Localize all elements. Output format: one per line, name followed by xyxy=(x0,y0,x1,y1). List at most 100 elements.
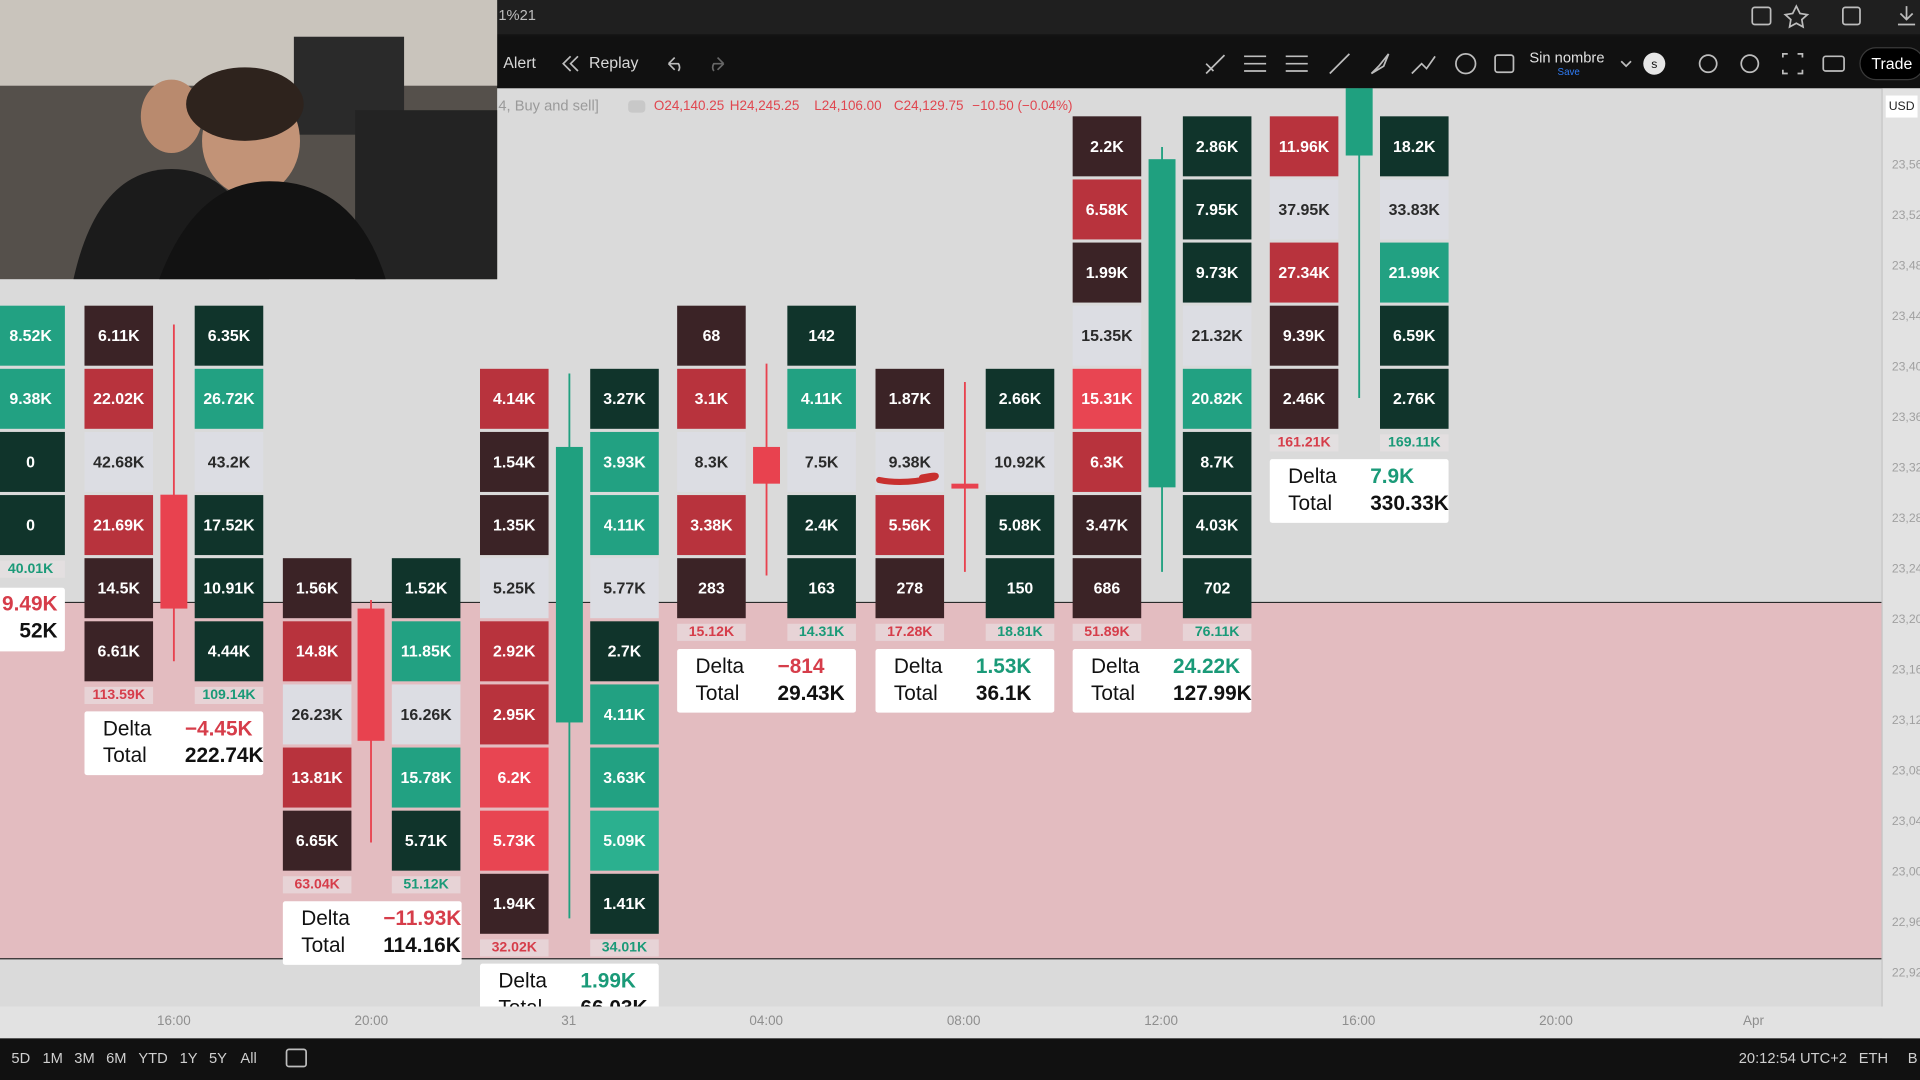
column-footer-bg xyxy=(985,623,1055,641)
settings-icon[interactable] xyxy=(1740,54,1760,74)
cell-volume: 4.14K xyxy=(493,391,536,408)
currency-badge[interactable] xyxy=(1885,95,1918,118)
range-button[interactable]: 5Y xyxy=(209,1051,227,1067)
price-label: 23,08 xyxy=(1892,764,1920,778)
cell-volume: 2.66K xyxy=(999,391,1042,408)
cell-volume: 6.2K xyxy=(497,770,531,787)
line-tool-icon[interactable] xyxy=(1329,53,1350,75)
bottom-extra[interactable]: B xyxy=(1908,1051,1918,1067)
layout-name[interactable]: Sin nombre xyxy=(1529,51,1604,67)
cell-volume: 142 xyxy=(808,328,835,345)
fib-tool-icon[interactable] xyxy=(1244,55,1267,72)
column-footer-bg xyxy=(1072,623,1142,641)
range-button[interactable]: 3M xyxy=(74,1051,94,1067)
column-footer-bg xyxy=(282,876,352,894)
cell-volume: 11.85K xyxy=(401,644,452,661)
range-button[interactable]: All xyxy=(240,1051,256,1067)
column-footer-bg xyxy=(480,939,549,957)
footprint-cell xyxy=(1380,368,1449,429)
cell-volume: 7.95K xyxy=(1196,202,1239,219)
delta-box xyxy=(84,711,264,776)
fullscreen-icon[interactable] xyxy=(1782,53,1804,75)
channel-tool-icon[interactable] xyxy=(1285,55,1308,72)
layout-menu-icon[interactable] xyxy=(1620,60,1632,68)
webcam-overlay xyxy=(0,0,498,280)
draw-tool-icon[interactable] xyxy=(1205,54,1226,75)
footprint-cell xyxy=(1072,558,1142,619)
footprint-cell xyxy=(787,558,856,619)
range-button[interactable]: 1Y xyxy=(180,1051,198,1067)
download-icon[interactable] xyxy=(1897,6,1916,26)
cell-volume: 8.52K xyxy=(9,328,52,345)
cell-volume: 2.76K xyxy=(1393,391,1436,408)
cell-volume: 27.34K xyxy=(1278,265,1330,282)
delta-value: 7.9K xyxy=(1370,465,1414,488)
cell-volume: 5.09K xyxy=(603,833,646,850)
cell-volume: 1.35K xyxy=(493,517,536,534)
alert-button[interactable]: Alert xyxy=(503,55,536,72)
time-label: 16:00 xyxy=(157,1013,191,1028)
cell-volume: 14.8K xyxy=(296,644,339,661)
replay-button[interactable]: Replay xyxy=(589,55,639,72)
measure-icon[interactable] xyxy=(1455,53,1477,75)
footprint-cell xyxy=(1380,116,1449,177)
footprint-cell xyxy=(1182,368,1252,429)
path-tool-icon[interactable] xyxy=(1411,55,1436,75)
legend-eye[interactable] xyxy=(628,100,646,113)
redo-icon[interactable] xyxy=(711,56,725,72)
cell-volume: 2.4K xyxy=(805,517,839,534)
session[interactable]: ETH xyxy=(1859,1051,1888,1067)
user-initial: s xyxy=(1651,57,1657,71)
bookmark-icon[interactable] xyxy=(1783,4,1810,29)
price-label: 23,04 xyxy=(1892,814,1920,828)
cell-volume: 21.99K xyxy=(1389,265,1441,282)
range-button[interactable]: YTD xyxy=(138,1051,167,1067)
cell-volume: 5.25K xyxy=(493,581,536,598)
footprint-cell xyxy=(282,621,352,682)
alerts-icon[interactable] xyxy=(1698,54,1718,74)
layout-icon[interactable] xyxy=(1494,54,1515,74)
column-total: 15.12K xyxy=(689,623,735,639)
cell-volume: 5.08K xyxy=(999,517,1042,534)
footprint-cell xyxy=(194,495,264,556)
replay-icon[interactable] xyxy=(562,55,579,72)
cell-volume: 5.73K xyxy=(493,833,536,850)
footprint-cell xyxy=(1072,368,1142,429)
range-button[interactable]: 5D xyxy=(11,1051,30,1067)
footprint-cell xyxy=(1269,242,1339,303)
column-total: 161.21K xyxy=(1277,434,1331,450)
footprint-cell xyxy=(985,431,1055,492)
user-avatar[interactable] xyxy=(1643,52,1666,75)
total-label: Total xyxy=(498,996,542,1019)
cell-volume: 1.94K xyxy=(493,896,536,913)
brush-tool-icon[interactable] xyxy=(1370,53,1390,75)
footprint-cell xyxy=(677,558,746,619)
cell-volume: 278 xyxy=(897,581,924,598)
webcam-hair xyxy=(186,67,304,141)
footprint-cell xyxy=(84,305,154,366)
footprint-cell xyxy=(1269,179,1339,240)
extensions-icon[interactable] xyxy=(1842,6,1861,26)
footprint-cell xyxy=(1072,179,1142,240)
footprint-cell xyxy=(480,495,549,556)
trade-button[interactable] xyxy=(1859,47,1920,81)
range-button[interactable]: 6M xyxy=(106,1051,126,1067)
cell-volume: 17.52K xyxy=(203,517,255,534)
cell-volume: 3.63K xyxy=(603,770,646,787)
total-value: 36.1K xyxy=(976,682,1032,705)
footprint-cell xyxy=(282,747,352,808)
delta-box xyxy=(1269,459,1449,523)
translate-icon[interactable] xyxy=(1751,6,1772,26)
date-range-icon[interactable] xyxy=(285,1048,307,1068)
screenshot-icon[interactable] xyxy=(1822,55,1845,72)
footprint-cell xyxy=(282,558,352,619)
undo-icon[interactable] xyxy=(667,56,681,72)
cell-volume: 1.52K xyxy=(405,581,448,598)
footprint-cell xyxy=(590,873,659,934)
cell-volume: 9.38K xyxy=(889,454,932,471)
column-total: 51.12K xyxy=(403,876,449,892)
axis-layer: 23,56 23,52 23,48 23,44 23,40 23,36 23,32 23,28… xyxy=(157,158,1920,1028)
cell-volume: 4.03K xyxy=(1196,517,1239,534)
range-button[interactable]: 1M xyxy=(42,1051,62,1067)
